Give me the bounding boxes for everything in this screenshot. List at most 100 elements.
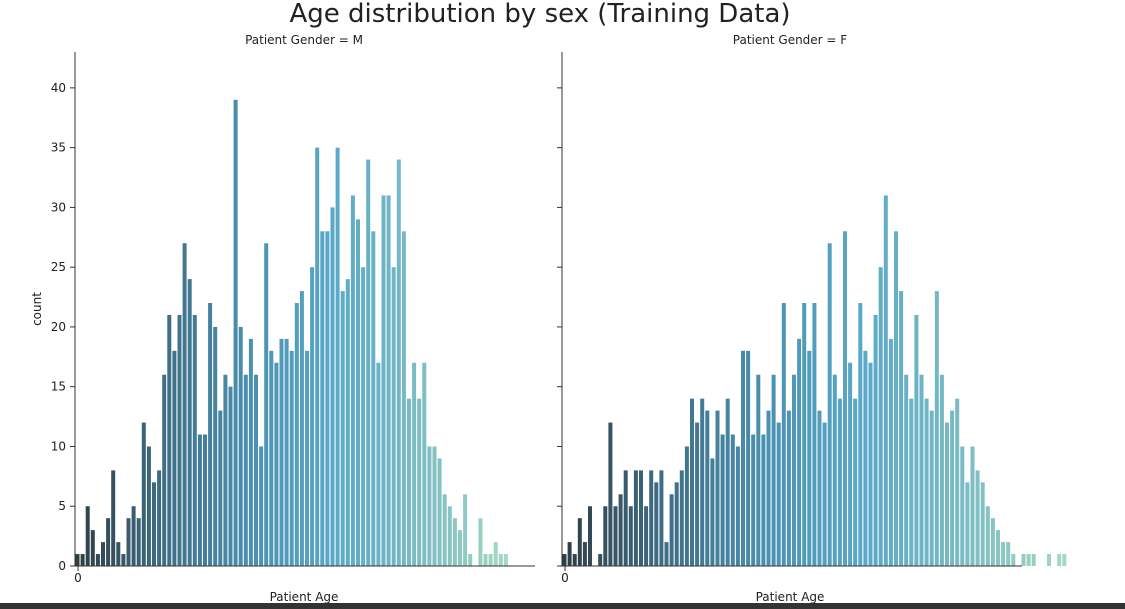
x-axis-label-male: Patient Age — [270, 590, 339, 604]
bar — [649, 470, 654, 566]
bar — [248, 338, 253, 566]
bar — [817, 410, 822, 566]
panel-female: Patient Gender = F 0 Patient Age — [557, 33, 1067, 604]
bar — [883, 195, 888, 566]
bar — [970, 446, 975, 566]
bar — [725, 398, 730, 566]
bar — [832, 374, 837, 566]
bar — [111, 470, 116, 566]
bar — [802, 303, 807, 566]
bar — [863, 350, 868, 566]
bar — [197, 434, 202, 566]
bar — [223, 374, 228, 566]
bar — [80, 554, 85, 566]
bar — [289, 350, 294, 566]
bar — [427, 446, 432, 566]
bar — [146, 446, 151, 566]
bar — [700, 398, 705, 566]
bar — [325, 231, 330, 567]
bar — [243, 374, 248, 566]
bar — [837, 398, 842, 566]
bar — [730, 434, 735, 566]
bar — [126, 518, 131, 566]
bar — [172, 350, 177, 566]
y-tick-label: 15 — [51, 380, 66, 394]
x-tick-label-female: 0 — [561, 571, 569, 585]
bar — [1001, 542, 1006, 566]
bar — [919, 374, 924, 566]
bar — [177, 314, 182, 566]
bar — [493, 542, 498, 566]
bar — [417, 398, 422, 566]
bar — [746, 350, 751, 566]
bars-male — [75, 99, 508, 567]
bar — [269, 350, 274, 566]
bar — [305, 350, 309, 566]
bar — [577, 518, 582, 566]
bar — [213, 326, 218, 566]
bar — [945, 422, 949, 566]
y-axis-label: count — [30, 292, 44, 326]
y-tick-label: 0 — [58, 559, 66, 573]
bar — [141, 422, 146, 566]
bar — [914, 314, 919, 566]
bar — [582, 542, 587, 566]
bar — [674, 482, 679, 566]
bar — [715, 410, 720, 566]
bar — [771, 374, 776, 566]
bar — [909, 398, 914, 566]
bar — [1006, 542, 1011, 566]
bar — [608, 422, 613, 566]
bar — [751, 434, 756, 566]
bar — [75, 554, 80, 566]
bar — [157, 470, 162, 566]
bar — [208, 303, 213, 566]
bar — [567, 542, 572, 566]
bar — [483, 554, 488, 566]
bar — [284, 338, 289, 566]
bar — [315, 147, 320, 566]
bar — [422, 362, 427, 566]
bar — [644, 506, 649, 566]
bar — [985, 506, 990, 566]
bar — [320, 231, 325, 567]
bar — [766, 410, 771, 566]
x-axis-label-female: Patient Age — [756, 590, 825, 604]
bar — [503, 554, 508, 566]
y-tick-label: 40 — [51, 81, 66, 95]
bar — [756, 374, 761, 566]
bar — [345, 279, 350, 566]
panel-title-male: Patient Gender = M — [245, 33, 363, 47]
bar — [807, 350, 812, 566]
bar — [613, 506, 618, 566]
y-tick-label: 5 — [58, 499, 66, 513]
bar — [279, 338, 284, 566]
bar — [218, 410, 223, 566]
bar — [904, 374, 909, 566]
bar — [899, 291, 904, 566]
bar — [274, 362, 279, 566]
bar — [203, 434, 207, 566]
bar — [710, 458, 715, 566]
bar — [458, 530, 462, 566]
bar — [376, 362, 381, 566]
bar — [628, 506, 633, 566]
bar — [1062, 554, 1067, 566]
bar — [1021, 554, 1026, 566]
bar — [401, 231, 406, 567]
bar — [432, 446, 437, 566]
bar — [1011, 554, 1016, 566]
bar — [412, 362, 417, 566]
bar — [407, 398, 411, 566]
bar — [761, 434, 766, 566]
bar — [878, 267, 883, 566]
bar — [116, 542, 121, 566]
bar — [781, 303, 786, 566]
bars-female — [562, 195, 1067, 567]
bar — [618, 494, 623, 566]
bar — [929, 410, 934, 566]
bar — [776, 422, 781, 566]
bar — [654, 482, 659, 566]
bar — [669, 494, 674, 566]
bar — [598, 554, 603, 566]
